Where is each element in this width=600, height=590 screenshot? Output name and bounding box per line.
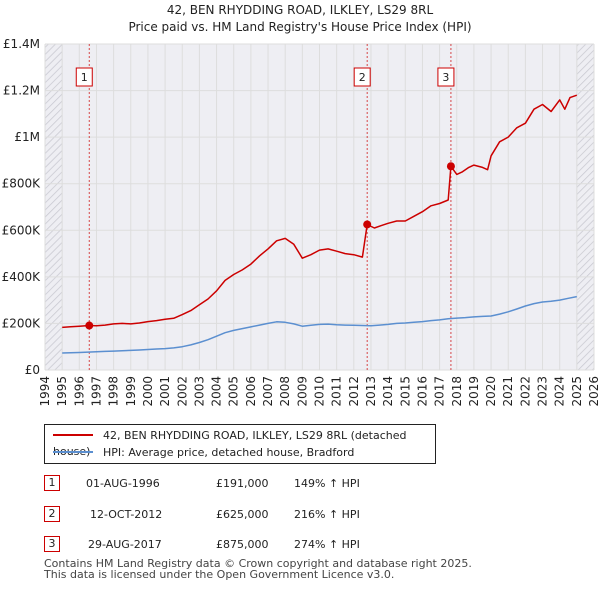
y-tick-label: £0 — [25, 363, 40, 377]
hpi-line — [62, 295, 577, 354]
chart-title: 42, BEN RHYDDING ROAD, ILKLEY, LS29 8RL — [167, 3, 434, 17]
y-tick-label: £200K — [2, 316, 42, 330]
y-tick-label: £1.4M — [3, 37, 40, 51]
x-tick-label: 2023 — [536, 376, 550, 407]
x-tick-label: 2013 — [364, 376, 378, 407]
y-tick-label: £400K — [2, 270, 42, 284]
sale-price: £191,000 — [216, 477, 269, 490]
sale-badge: 2 — [44, 506, 60, 522]
sale-row: 2 12-OCT-2012 £625,000 216% ↑ HPI — [44, 505, 464, 525]
y-tick-label: £600K — [2, 223, 42, 237]
x-tick-label: 2026 — [587, 376, 600, 407]
x-tick-label: 1997 — [89, 376, 103, 407]
hatch-region-start — [45, 44, 63, 370]
x-tick-label: 2001 — [158, 376, 172, 407]
x-tick-label: 2018 — [450, 376, 464, 407]
x-tick-label: 2011 — [330, 376, 344, 407]
y-tick-label: £800K — [2, 177, 42, 191]
sale-row: 3 29-AUG-2017 £875,000 274% ↑ HPI — [44, 535, 464, 555]
x-tick-label: 2015 — [398, 376, 412, 407]
x-tick-label: 2021 — [501, 376, 515, 407]
footer-licence: This data is licensed under the Open Gov… — [44, 568, 395, 581]
sale-number-label: 1 — [81, 71, 88, 84]
sale-hpi-change: 149% ↑ HPI — [294, 477, 360, 490]
sale-row: 1 01-AUG-1996 £191,000 149% ↑ HPI — [44, 474, 464, 494]
property-price-line — [62, 94, 578, 329]
sale-number-box — [353, 67, 371, 87]
legend-label-hpi: HPI: Average price, detached house, Brad… — [103, 446, 355, 459]
x-tick-label: 2014 — [381, 376, 395, 407]
x-tick-label: 2009 — [295, 376, 309, 407]
x-tick-label: 2007 — [261, 376, 275, 407]
legend-swatch-hpi — [53, 451, 93, 453]
footer: Contains HM Land Registry data © Crown c… — [44, 558, 472, 580]
x-tick-label: 1998 — [107, 376, 121, 407]
sale-hpi-change: 274% ↑ HPI — [294, 538, 360, 551]
footer-copyright: Contains HM Land Registry data © Crown c… — [44, 557, 472, 570]
x-tick-label: 2025 — [570, 376, 584, 407]
sale-point — [85, 321, 94, 330]
x-tick-label: 2024 — [553, 376, 567, 407]
legend-item-property: 42, BEN RHYDDING ROAD, ILKLEY, LS29 8RL … — [53, 428, 435, 458]
sale-date: 29-AUG-2017 — [88, 538, 162, 551]
sale-point — [363, 220, 372, 229]
x-tick-label: 2004 — [210, 376, 224, 407]
x-tick-label: 2017 — [433, 376, 447, 407]
y-tick-label: £1.2M — [3, 84, 40, 98]
sale-date: 12-OCT-2012 — [90, 508, 163, 521]
hatch-region-end — [576, 44, 594, 370]
sale-number-label: 3 — [442, 71, 449, 84]
x-tick-label: 2000 — [141, 376, 155, 407]
x-tick-label: 2005 — [227, 376, 241, 407]
chart-subtitle: Price paid vs. HM Land Registry's House … — [128, 20, 471, 34]
legend-swatch-property — [53, 434, 93, 436]
x-tick-label: 2008 — [278, 376, 292, 407]
x-tick-label: 1994 — [38, 376, 52, 407]
sale-badge: 3 — [44, 536, 60, 552]
x-tick-label: 2022 — [518, 376, 532, 407]
x-tick-label: 2006 — [244, 376, 258, 407]
x-tick-label: 2003 — [192, 376, 206, 407]
x-tick-label: 2016 — [415, 376, 429, 407]
sale-number-label: 2 — [359, 71, 366, 84]
sale-hpi-change: 216% ↑ HPI — [294, 508, 360, 521]
x-tick-label: 2020 — [484, 376, 498, 407]
x-tick-label: 2002 — [175, 376, 189, 407]
sale-number-box — [75, 67, 93, 87]
y-tick-label: £1M — [14, 130, 40, 144]
x-tick-label: 2010 — [313, 376, 327, 407]
legend: 42, BEN RHYDDING ROAD, ILKLEY, LS29 8RL … — [44, 424, 436, 464]
legend-item-hpi: HPI: Average price, detached house, Brad… — [53, 445, 354, 461]
sale-price: £625,000 — [216, 508, 269, 521]
sale-date: 01-AUG-1996 — [86, 477, 160, 490]
x-tick-label: 1995 — [55, 376, 69, 407]
x-tick-label: 1999 — [124, 376, 138, 407]
sale-price: £875,000 — [216, 538, 269, 551]
sale-number-box — [437, 67, 455, 87]
x-tick-label: 2019 — [467, 376, 481, 407]
x-tick-label: 1996 — [72, 376, 86, 407]
sale-badge: 1 — [44, 475, 60, 491]
price-chart: 42, BEN RHYDDING ROAD, ILKLEY, LS29 8RL … — [2, 3, 600, 407]
sale-point — [446, 162, 455, 171]
x-tick-label: 2012 — [347, 376, 361, 407]
